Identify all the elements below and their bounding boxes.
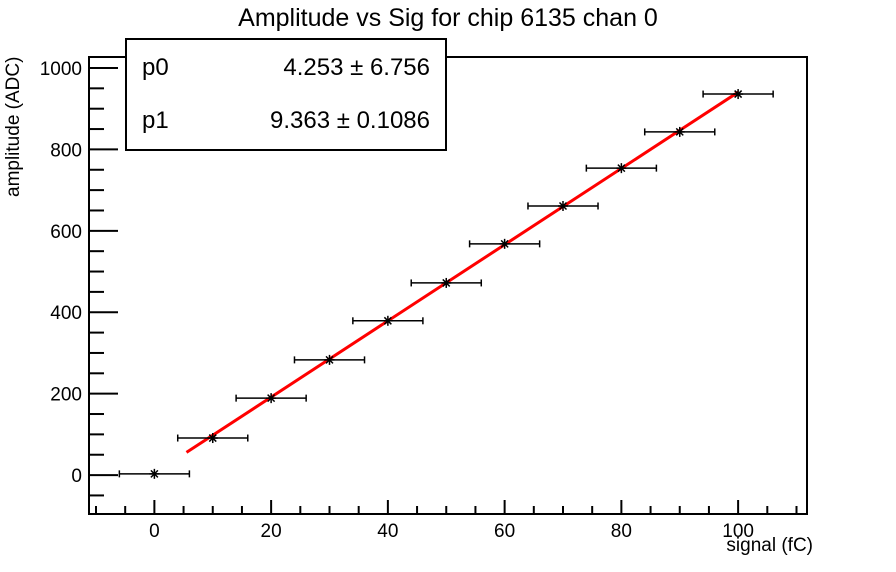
data-point xyxy=(352,315,424,326)
data-point xyxy=(643,126,716,137)
data-point xyxy=(527,200,599,211)
data-point xyxy=(702,89,774,100)
tick-label: 100 xyxy=(722,521,754,542)
tick-label: 200 xyxy=(50,385,82,406)
data-point xyxy=(293,354,366,365)
tick-label: 60 xyxy=(494,521,515,542)
tick-label: 20 xyxy=(261,521,282,542)
fit-line xyxy=(185,90,739,454)
data-point xyxy=(468,238,541,249)
fit-stats-box: p0 4.253 ± 6.756 p1 9.363 ± 0.1086 xyxy=(125,38,447,151)
param-value: 9.363 ± 0.1086 xyxy=(270,106,430,134)
tick-label: 80 xyxy=(611,521,632,542)
stats-row-p1: p1 9.363 ± 0.1086 xyxy=(142,107,430,135)
tick-label: 1000 xyxy=(40,59,82,80)
param-value: 4.253 ± 6.756 xyxy=(283,54,430,82)
param-name: p0 xyxy=(142,54,169,82)
data-point xyxy=(235,393,307,404)
y-axis-title: amplitude (ADC) xyxy=(3,56,24,197)
data-point xyxy=(410,277,483,288)
x-axis-title: signal (fC) xyxy=(726,535,813,556)
param-name: p1 xyxy=(142,106,169,134)
plot-title: Amplitude vs Sig for chip 6135 chan 0 xyxy=(238,4,658,32)
plot-frame xyxy=(88,56,808,515)
tick-label: 0 xyxy=(71,466,82,487)
tick-label: 40 xyxy=(377,521,398,542)
data-point xyxy=(176,433,249,444)
data-points xyxy=(118,89,774,479)
tick-label: 400 xyxy=(50,303,82,324)
y-axis: 0 200 400 600 800 1000 xyxy=(40,59,118,497)
data-point xyxy=(118,468,191,479)
data-point xyxy=(585,163,658,174)
tick-label: 0 xyxy=(149,521,160,542)
x-axis: 0 20 40 60 80 100 xyxy=(95,500,798,542)
tick-label: 800 xyxy=(50,140,82,161)
tick-label: 600 xyxy=(50,222,82,243)
stats-row-p0: p0 4.253 ± 6.756 xyxy=(142,54,430,82)
